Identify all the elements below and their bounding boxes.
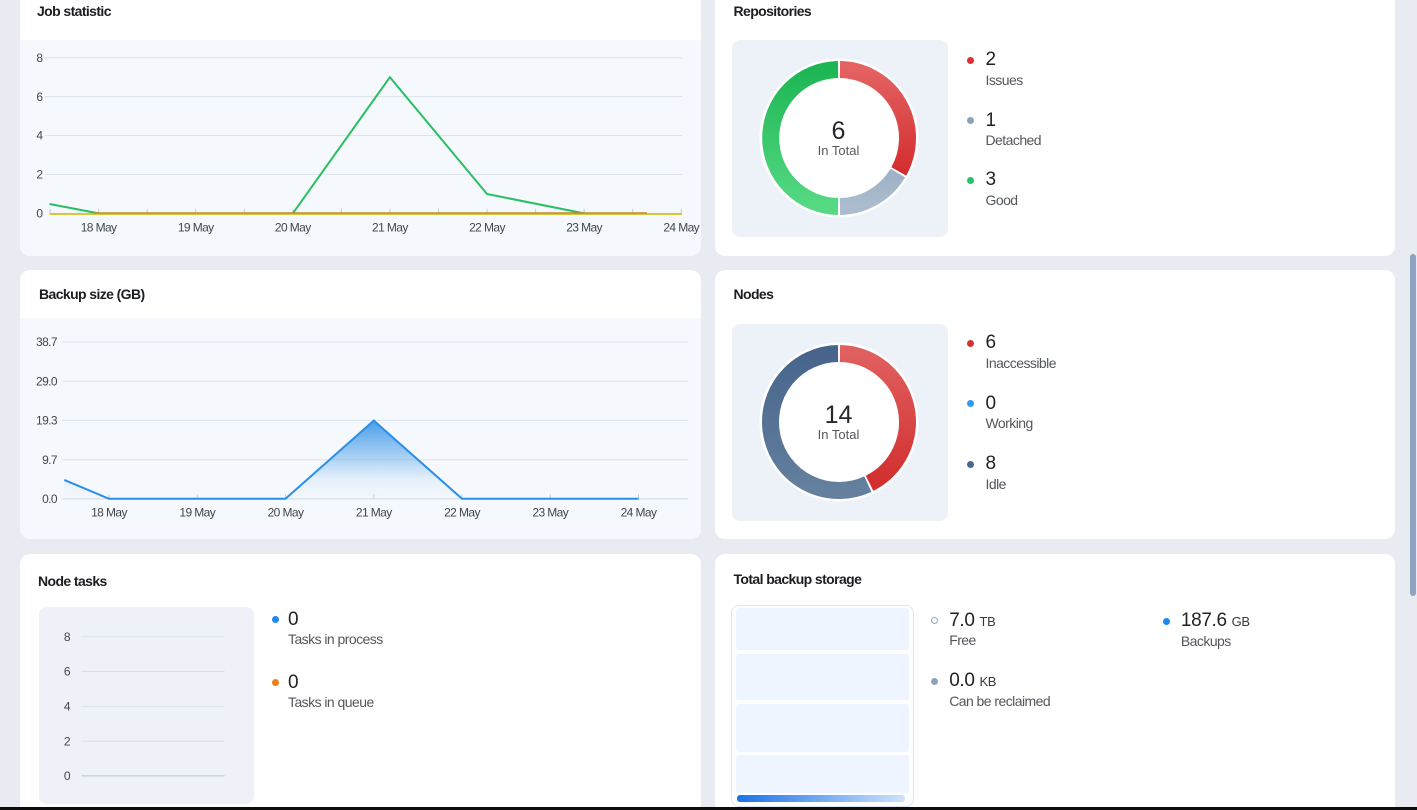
svg-text:19 May: 19 May bbox=[178, 221, 214, 235]
svg-text:18 May: 18 May bbox=[81, 221, 117, 235]
svg-text:8: 8 bbox=[36, 51, 43, 65]
svg-text:19.3: 19.3 bbox=[36, 414, 58, 428]
svg-text:2: 2 bbox=[36, 168, 43, 182]
svg-text:19 May: 19 May bbox=[179, 506, 215, 520]
svg-text:23 May: 23 May bbox=[566, 221, 602, 235]
svg-text:4: 4 bbox=[36, 129, 43, 143]
svg-text:4: 4 bbox=[64, 700, 71, 714]
svg-text:24 May: 24 May bbox=[621, 506, 657, 520]
svg-text:18 May: 18 May bbox=[91, 506, 127, 520]
svg-text:20 May: 20 May bbox=[275, 221, 311, 235]
svg-text:22 May: 22 May bbox=[469, 221, 505, 235]
svg-text:21 May: 21 May bbox=[356, 506, 392, 520]
svg-text:24 May: 24 May bbox=[663, 221, 699, 235]
svg-text:6: 6 bbox=[36, 90, 43, 104]
svg-text:0.0: 0.0 bbox=[42, 492, 58, 506]
svg-text:6: 6 bbox=[64, 665, 71, 679]
svg-text:2: 2 bbox=[64, 734, 71, 748]
svg-text:8: 8 bbox=[64, 630, 71, 644]
svg-text:22 May: 22 May bbox=[444, 506, 480, 520]
svg-text:20 May: 20 May bbox=[268, 506, 304, 520]
svg-text:29.0: 29.0 bbox=[36, 374, 58, 388]
svg-text:9.7: 9.7 bbox=[42, 453, 58, 467]
svg-text:38.7: 38.7 bbox=[36, 335, 58, 349]
svg-text:23 May: 23 May bbox=[532, 506, 568, 520]
svg-text:0: 0 bbox=[64, 769, 71, 783]
svg-text:0: 0 bbox=[36, 207, 43, 221]
svg-text:21 May: 21 May bbox=[372, 221, 408, 235]
